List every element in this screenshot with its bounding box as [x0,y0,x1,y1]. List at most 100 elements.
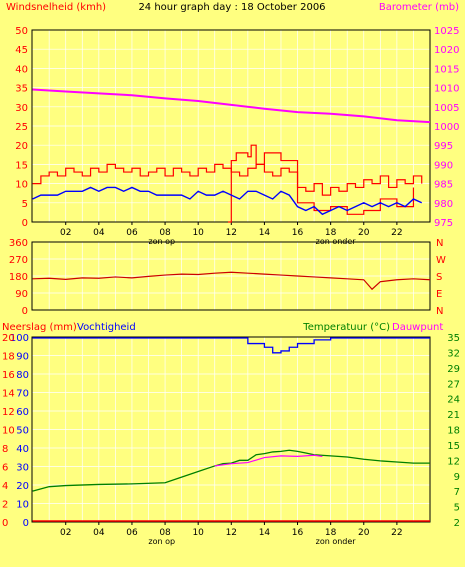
rain-panel-sun-annotations: zon op zon onder [148,537,356,546]
humidity-tick-label: 30 [16,463,29,474]
temperature-tick-label: 5 [454,503,460,514]
humidity-tick-label: 80 [16,370,29,381]
direction-degree-ticks: 0 90 180 270 360 [9,238,28,317]
chart-title: 24 hour graph day : 18 October 2006 [138,2,325,13]
rain-tick-label: 8 [2,444,8,455]
x-tick-label: 04 [93,528,105,538]
direction-panel-frame [31,241,431,311]
wind-tick-label: 40 [15,64,28,75]
x-tick-label: 22 [391,528,402,538]
x-tick-label: 10 [192,528,204,538]
rain-tick-label: 16 [2,370,15,381]
wind-tick-label: 30 [15,103,28,114]
direction-compass-label: N [436,306,443,317]
humidity-tick-label: 50 [16,426,29,437]
rain-tick-label: 20 [2,333,15,344]
barometer-tick-label: 990 [434,160,453,171]
barometer-axis-label: Barometer (mb) [379,2,459,13]
humidity-tick-label: 60 [16,407,29,418]
x-tick-label: 12 [226,228,237,238]
temperature-tick-label: 24 [447,395,460,406]
wind-axis-label: Windsnelheid (kmh) [6,2,106,13]
wind_avg-line [32,186,423,216]
wind-tick-label: 10 [15,180,28,191]
direction-degree-label: 270 [9,255,28,266]
temperature-tick-label: 21 [447,410,460,421]
temperature-axis-ticks: 2 5 7 9 12 15 18 21 24 27 29 32 35 [447,333,460,529]
temperature-line [32,449,430,492]
temperature-tick-label: 32 [447,348,460,359]
direction-degree-label: 90 [15,289,28,300]
sun-annotation-label: zon op [148,537,175,546]
rain-tick-label: 4 [2,481,8,492]
temperature-tick-label: 7 [454,487,460,498]
x-tick-label: 18 [325,528,337,538]
rain-tick-label: 6 [2,463,8,474]
barometer-tick-label: 975 [434,218,453,229]
wind-panel-series [32,88,431,223]
wind-tick-label: 15 [15,160,28,171]
x-tick-label: 02 [60,528,71,538]
rain-tick-label: 14 [2,389,15,400]
wind-axis-ticks: 0 5 10 15 20 25 30 35 40 45 50 [15,26,28,229]
wind-tick-label: 0 [22,218,28,229]
direction-compass-label: N [436,238,443,249]
gust-line [227,144,415,223]
rain-tick-label: 2 [2,500,8,511]
temperature-tick-label: 2 [454,518,460,529]
direction-panel-series [32,271,431,291]
rain-tick-label: 0 [2,518,8,529]
x-tick-label: 14 [259,228,271,238]
wind-tick-label: 5 [22,199,28,210]
direction-compass-label: E [436,289,442,300]
humidity-tick-label: 100 [10,333,29,344]
rain-panel-series [32,337,430,522]
rain-axis-label: Neerslag (mm) [2,322,77,333]
x-tick-label: 12 [226,528,237,538]
direction-panel-grid [32,242,430,310]
humidity-tick-label: 70 [16,389,29,400]
humidity-line [32,337,430,354]
x-tick-label: 06 [126,228,138,238]
temperature-tick-label: 29 [447,364,460,375]
wind-direction-line [32,271,431,291]
wind-tick-label: 20 [15,141,28,152]
barometer-tick-label: 1000 [434,122,459,133]
barometer-tick-label: 1025 [434,26,459,37]
temperature-tick-label: 12 [447,456,460,467]
barometer-tick-label: 980 [434,199,453,210]
rain-temperature-panel: Neerslag (mm) Vochtigheid Temperatuur (°… [2,322,460,546]
direction-degree-label: 180 [9,272,28,283]
barometer-tick-label: 1005 [434,103,459,114]
wind-tick-label: 50 [15,26,28,37]
direction-compass-label: W [436,255,446,266]
humidity-axis-label: Vochtigheid [77,322,136,333]
x-tick-label: 16 [292,228,304,238]
temperature-tick-label: 27 [447,379,460,390]
wind-panel-x-ticks: 02 04 06 08 10 12 14 16 18 20 22 [60,222,403,238]
temperature-tick-label: 18 [447,426,460,437]
dewpoint-axis-label: Dauwpunt [392,322,443,333]
barometer-axis-ticks: 975 980 985 990 995 1000 1005 1010 1015 1020 1025 [434,26,459,229]
x-tick-label: 02 [60,228,71,238]
direction-compass-label: S [436,272,442,283]
x-tick-label: 16 [292,528,304,538]
sun-annotation-label: zon onder [316,537,357,546]
wind-tick-label: 35 [15,84,28,95]
humidity-tick-label: 0 [23,518,29,529]
barometer-tick-label: 1020 [434,45,459,56]
x-tick-label: 14 [259,528,271,538]
humidity-tick-label: 20 [16,481,29,492]
temperature-tick-label: 9 [454,472,460,483]
dewpoint-line [214,454,323,467]
x-tick-label: 22 [391,228,402,238]
humidity-tick-label: 40 [16,444,29,455]
wind-tick-label: 25 [15,122,28,133]
rain-tick-label: 18 [2,352,15,363]
wind-tick-label: 45 [15,45,28,56]
